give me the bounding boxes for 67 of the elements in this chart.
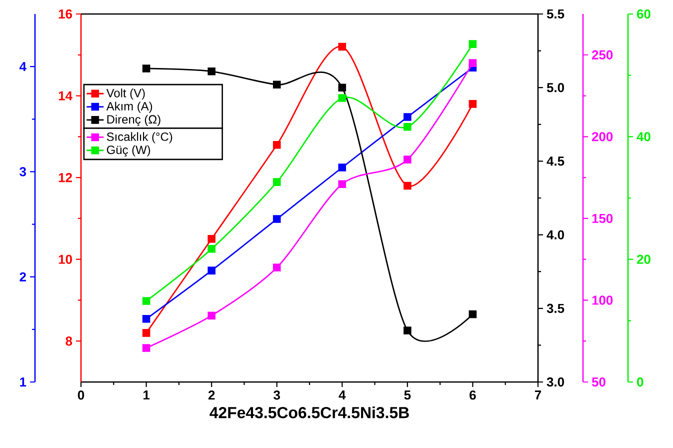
y-tick-label: 14 <box>58 91 72 100</box>
x-tick-label: 1 <box>144 390 150 400</box>
y2-tick-label: 3 <box>20 167 26 176</box>
y-tick-label: 10 <box>58 254 72 264</box>
point <box>404 326 412 334</box>
point <box>208 68 216 76</box>
point <box>404 122 412 131</box>
x-tick-label: 2 <box>208 390 215 400</box>
y3-tick-label: 4.5 <box>546 156 564 166</box>
legend-label: Direnç (Ω) <box>107 114 160 126</box>
point <box>272 140 281 149</box>
x-tick-label: 4 <box>338 390 346 400</box>
point <box>142 344 150 352</box>
y3-tick-label: 3.5 <box>546 304 564 313</box>
y3-tick-label: 5.0 <box>546 83 564 92</box>
point <box>208 234 216 243</box>
point <box>272 264 281 272</box>
point <box>142 315 150 323</box>
point <box>272 80 281 89</box>
point <box>272 215 281 223</box>
y2-tick-label: 40 <box>636 132 650 142</box>
legend-label: Volt (V) <box>106 88 145 100</box>
y-tick-label: 100 <box>592 296 613 305</box>
y-tick-label: 150 <box>592 214 613 224</box>
legend-label: Akım (A) <box>106 102 152 113</box>
y3-tick-label: 4.0 <box>546 230 564 240</box>
point <box>142 297 150 305</box>
x-tick-label: 6 <box>470 390 476 400</box>
y3-tick-label: 5.5 <box>546 9 564 19</box>
y2-tick-label: 20 <box>636 254 650 264</box>
point <box>208 312 216 320</box>
point <box>338 164 346 172</box>
x-axis-title: 42Fe43.5Co6.5Cr4.5Ni3.5B <box>210 406 409 418</box>
y2-tick-label: 0 <box>637 377 644 387</box>
x-tick-label: 0 <box>78 390 84 400</box>
point <box>338 84 346 92</box>
point <box>404 113 412 121</box>
point <box>338 42 346 51</box>
y-tick-label: 8 <box>66 336 72 346</box>
point <box>208 266 216 274</box>
point <box>272 178 281 186</box>
x-tick-label: 3 <box>274 390 280 400</box>
point <box>468 310 477 318</box>
y-tick-label: 16 <box>58 9 72 19</box>
point <box>142 64 150 72</box>
point <box>404 156 412 164</box>
x-tick-label: 5 <box>404 390 411 400</box>
point <box>468 40 477 48</box>
y2-tick-label: 60 <box>636 9 650 19</box>
point <box>404 182 412 190</box>
y-tick-label: 200 <box>592 132 613 142</box>
y-tick-label: 50 <box>592 377 606 387</box>
point <box>208 245 216 253</box>
y2-tick-label: 2 <box>20 272 26 282</box>
point <box>468 100 477 108</box>
y-tick-label: 12 <box>58 173 72 182</box>
y2-tick-label: 1 <box>20 378 26 386</box>
legend-label: Sıcaklık (°C) <box>106 132 172 144</box>
x-tick-label: 7 <box>534 390 542 400</box>
point <box>142 329 150 337</box>
point <box>468 59 477 67</box>
point <box>338 94 346 102</box>
y2-tick-label: 4 <box>19 62 26 72</box>
point <box>338 180 346 188</box>
y3-tick-label: 3.0 <box>546 377 564 387</box>
legend-label: Güç (W) <box>106 145 150 156</box>
y-tick-label: 250 <box>592 50 613 60</box>
